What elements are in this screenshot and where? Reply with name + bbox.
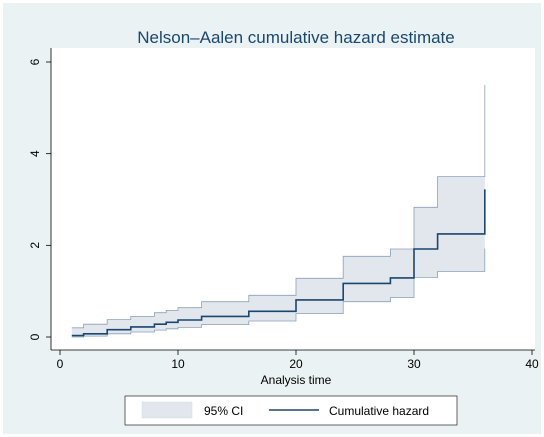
legend-ci-swatch [141,401,193,419]
x-tick-label: 30 [407,357,421,371]
ci-upper-bound [71,84,486,329]
chart-title: Nelson–Aalen cumulative hazard estimate [137,28,455,47]
cumulative-hazard-line [71,189,486,337]
y-tick-label: 4 [28,150,42,157]
ci-band-layer [71,84,486,338]
axes-layer: 0 10 20 30 40 0 2 4 6 [28,48,539,371]
hazard-line-layer [71,189,486,337]
legend-hazard-label: Cumulative hazard [329,404,429,418]
legend-ci-label: 95% CI [204,404,243,418]
y-tick-label: 0 [28,333,42,340]
x-tick-label: 20 [289,357,303,371]
x-tick-label: 10 [171,357,185,371]
ci-lower-bound [71,248,486,338]
x-axis-label: Analysis time [261,373,332,387]
x-tick-label: 40 [525,357,539,371]
ci-band-area [71,84,485,338]
y-tick-label: 6 [28,58,42,65]
y-tick-label: 2 [28,242,42,249]
legend: 95% CI Cumulative hazard [124,395,458,426]
x-tick-label: 0 [57,357,64,371]
